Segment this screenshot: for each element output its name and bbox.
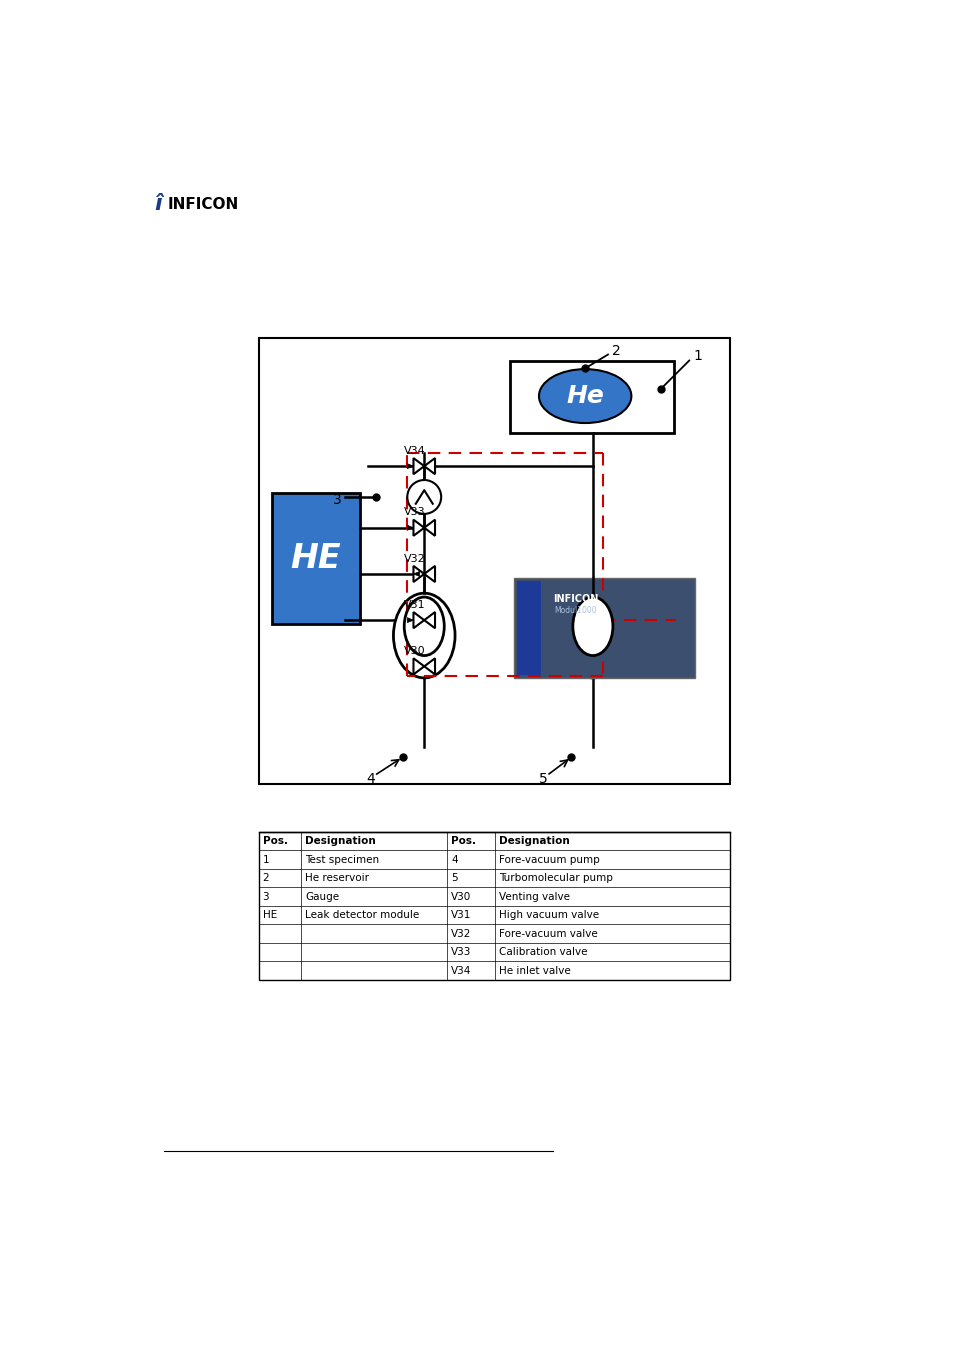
Text: Pos.: Pos. xyxy=(451,836,476,846)
Text: Pos.: Pos. xyxy=(262,836,287,846)
Text: Venting valve: Venting valve xyxy=(498,891,569,902)
Text: Fore-vacuum valve: Fore-vacuum valve xyxy=(498,929,598,938)
Bar xyxy=(272,493,360,624)
Polygon shape xyxy=(407,525,413,531)
Polygon shape xyxy=(407,463,413,468)
Text: Modul1000: Modul1000 xyxy=(554,606,597,614)
Text: Designation: Designation xyxy=(305,836,375,846)
Polygon shape xyxy=(424,520,435,536)
Polygon shape xyxy=(413,566,424,582)
Text: 4: 4 xyxy=(451,855,457,864)
Text: 1: 1 xyxy=(692,350,701,363)
Text: V31: V31 xyxy=(451,910,471,921)
Text: Gauge: Gauge xyxy=(305,891,338,902)
Text: V32: V32 xyxy=(451,929,471,938)
Ellipse shape xyxy=(404,597,444,656)
Polygon shape xyxy=(413,571,419,576)
Text: INFICON: INFICON xyxy=(553,594,598,605)
Polygon shape xyxy=(413,659,424,675)
Polygon shape xyxy=(407,618,413,622)
Text: V30: V30 xyxy=(404,647,425,656)
Bar xyxy=(510,360,674,433)
Bar xyxy=(258,338,729,784)
Text: Test specimen: Test specimen xyxy=(305,855,378,864)
Polygon shape xyxy=(413,458,424,474)
Text: 3: 3 xyxy=(333,493,342,508)
Bar xyxy=(517,580,540,675)
Text: 2: 2 xyxy=(612,344,620,358)
Text: 4: 4 xyxy=(366,772,375,786)
Text: V34: V34 xyxy=(451,965,471,976)
Text: INFICON: INFICON xyxy=(168,197,239,212)
Polygon shape xyxy=(424,566,435,582)
Text: He reservoir: He reservoir xyxy=(305,873,369,883)
Bar xyxy=(258,832,729,980)
Text: He inlet valve: He inlet valve xyxy=(498,965,570,976)
Text: Calibration valve: Calibration valve xyxy=(498,946,587,957)
Text: V30: V30 xyxy=(451,891,471,902)
Text: Designation: Designation xyxy=(498,836,569,846)
Text: î: î xyxy=(153,194,161,215)
Text: 5: 5 xyxy=(451,873,457,883)
Polygon shape xyxy=(413,520,424,536)
Text: V32: V32 xyxy=(404,554,425,564)
Text: HE: HE xyxy=(262,910,276,921)
Text: 2: 2 xyxy=(262,873,269,883)
Text: Turbomolecular pump: Turbomolecular pump xyxy=(498,873,612,883)
Ellipse shape xyxy=(572,597,612,656)
Text: 3: 3 xyxy=(262,891,269,902)
Text: He: He xyxy=(566,385,603,408)
Text: HE: HE xyxy=(290,543,340,575)
Bar xyxy=(514,578,695,678)
Circle shape xyxy=(407,481,440,514)
Text: V33: V33 xyxy=(404,508,425,517)
Text: 5: 5 xyxy=(538,772,547,786)
Text: Fore-vacuum pump: Fore-vacuum pump xyxy=(498,855,599,864)
Text: Leak detector module: Leak detector module xyxy=(305,910,418,921)
Polygon shape xyxy=(413,612,424,628)
Text: V34: V34 xyxy=(404,446,425,456)
Text: High vacuum valve: High vacuum valve xyxy=(498,910,598,921)
Ellipse shape xyxy=(393,593,455,678)
Ellipse shape xyxy=(538,369,631,423)
Polygon shape xyxy=(424,659,435,675)
Polygon shape xyxy=(424,458,435,474)
Polygon shape xyxy=(424,612,435,628)
Text: V33: V33 xyxy=(451,946,471,957)
Ellipse shape xyxy=(561,593,623,678)
Text: 1: 1 xyxy=(262,855,269,864)
Text: V31: V31 xyxy=(404,599,425,610)
